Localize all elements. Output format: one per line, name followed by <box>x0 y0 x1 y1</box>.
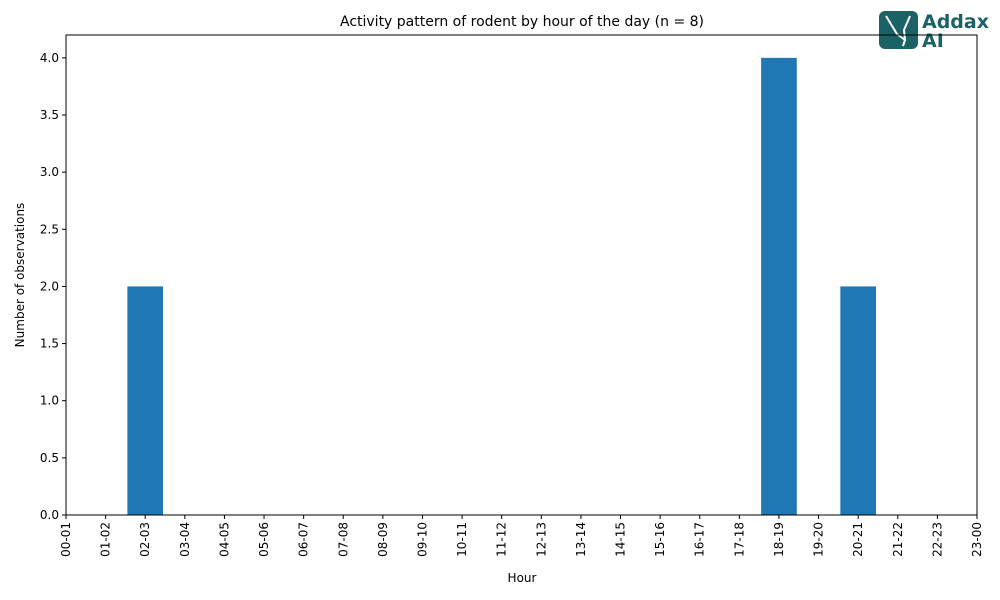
x-tick-label: 20-21 <box>851 522 865 557</box>
x-tick-label: 02-03 <box>138 522 152 557</box>
x-tick-label: 06-07 <box>297 522 311 557</box>
chart-title: Activity pattern of rodent by hour of th… <box>340 14 704 30</box>
x-tick-label: 00-01 <box>59 522 73 557</box>
x-tick-label: 09-10 <box>415 522 429 557</box>
x-tick-label: 15-16 <box>653 522 667 557</box>
x-tick-label: 22-23 <box>930 522 944 557</box>
x-tick-label: 16-17 <box>693 522 707 557</box>
x-tick-label: 18-19 <box>772 522 786 557</box>
x-tick-label: 17-18 <box>732 522 746 557</box>
x-tick-label: 03-04 <box>178 522 192 557</box>
logo-text: Addax <box>922 11 989 33</box>
x-tick-label: 12-13 <box>534 522 548 557</box>
y-tick-label: 0.0 <box>40 508 59 522</box>
x-tick-label: 10-11 <box>455 522 469 557</box>
x-tick-label: 21-22 <box>891 522 905 557</box>
x-tick-label: 04-05 <box>217 522 231 557</box>
bar <box>761 57 797 515</box>
y-tick-label: 0.5 <box>40 451 59 465</box>
x-tick-label: 23-00 <box>970 522 984 557</box>
logo: Addax AI <box>879 11 989 52</box>
x-tick-label: 07-08 <box>336 522 350 557</box>
y-tick-label: 2.0 <box>40 279 59 293</box>
y-axis-label: Number of observations <box>13 203 27 348</box>
x-tick-label: 05-06 <box>257 522 271 557</box>
y-tick-label: 1.0 <box>40 394 59 408</box>
x-tick-label: 11-12 <box>495 522 509 557</box>
y-tick-label: 2.5 <box>40 222 59 236</box>
x-tick-label: 19-20 <box>812 522 826 557</box>
y-tick-label: 1.5 <box>40 337 59 351</box>
x-tick-label: 01-02 <box>99 522 113 557</box>
x-tick-label: 13-14 <box>574 522 588 557</box>
y-tick-label: 4.0 <box>40 51 59 65</box>
x-tick-label: 14-15 <box>614 522 628 557</box>
logo-text: AI <box>922 30 944 52</box>
x-axis-label: Hour <box>508 571 537 585</box>
y-tick-label: 3.5 <box>40 108 59 122</box>
y-tick-label: 3.0 <box>40 165 59 179</box>
bar <box>127 286 164 515</box>
plot-frame <box>65 34 978 516</box>
bar <box>840 286 876 515</box>
x-tick-label: 08-09 <box>376 522 390 557</box>
logo-icon <box>879 11 918 49</box>
